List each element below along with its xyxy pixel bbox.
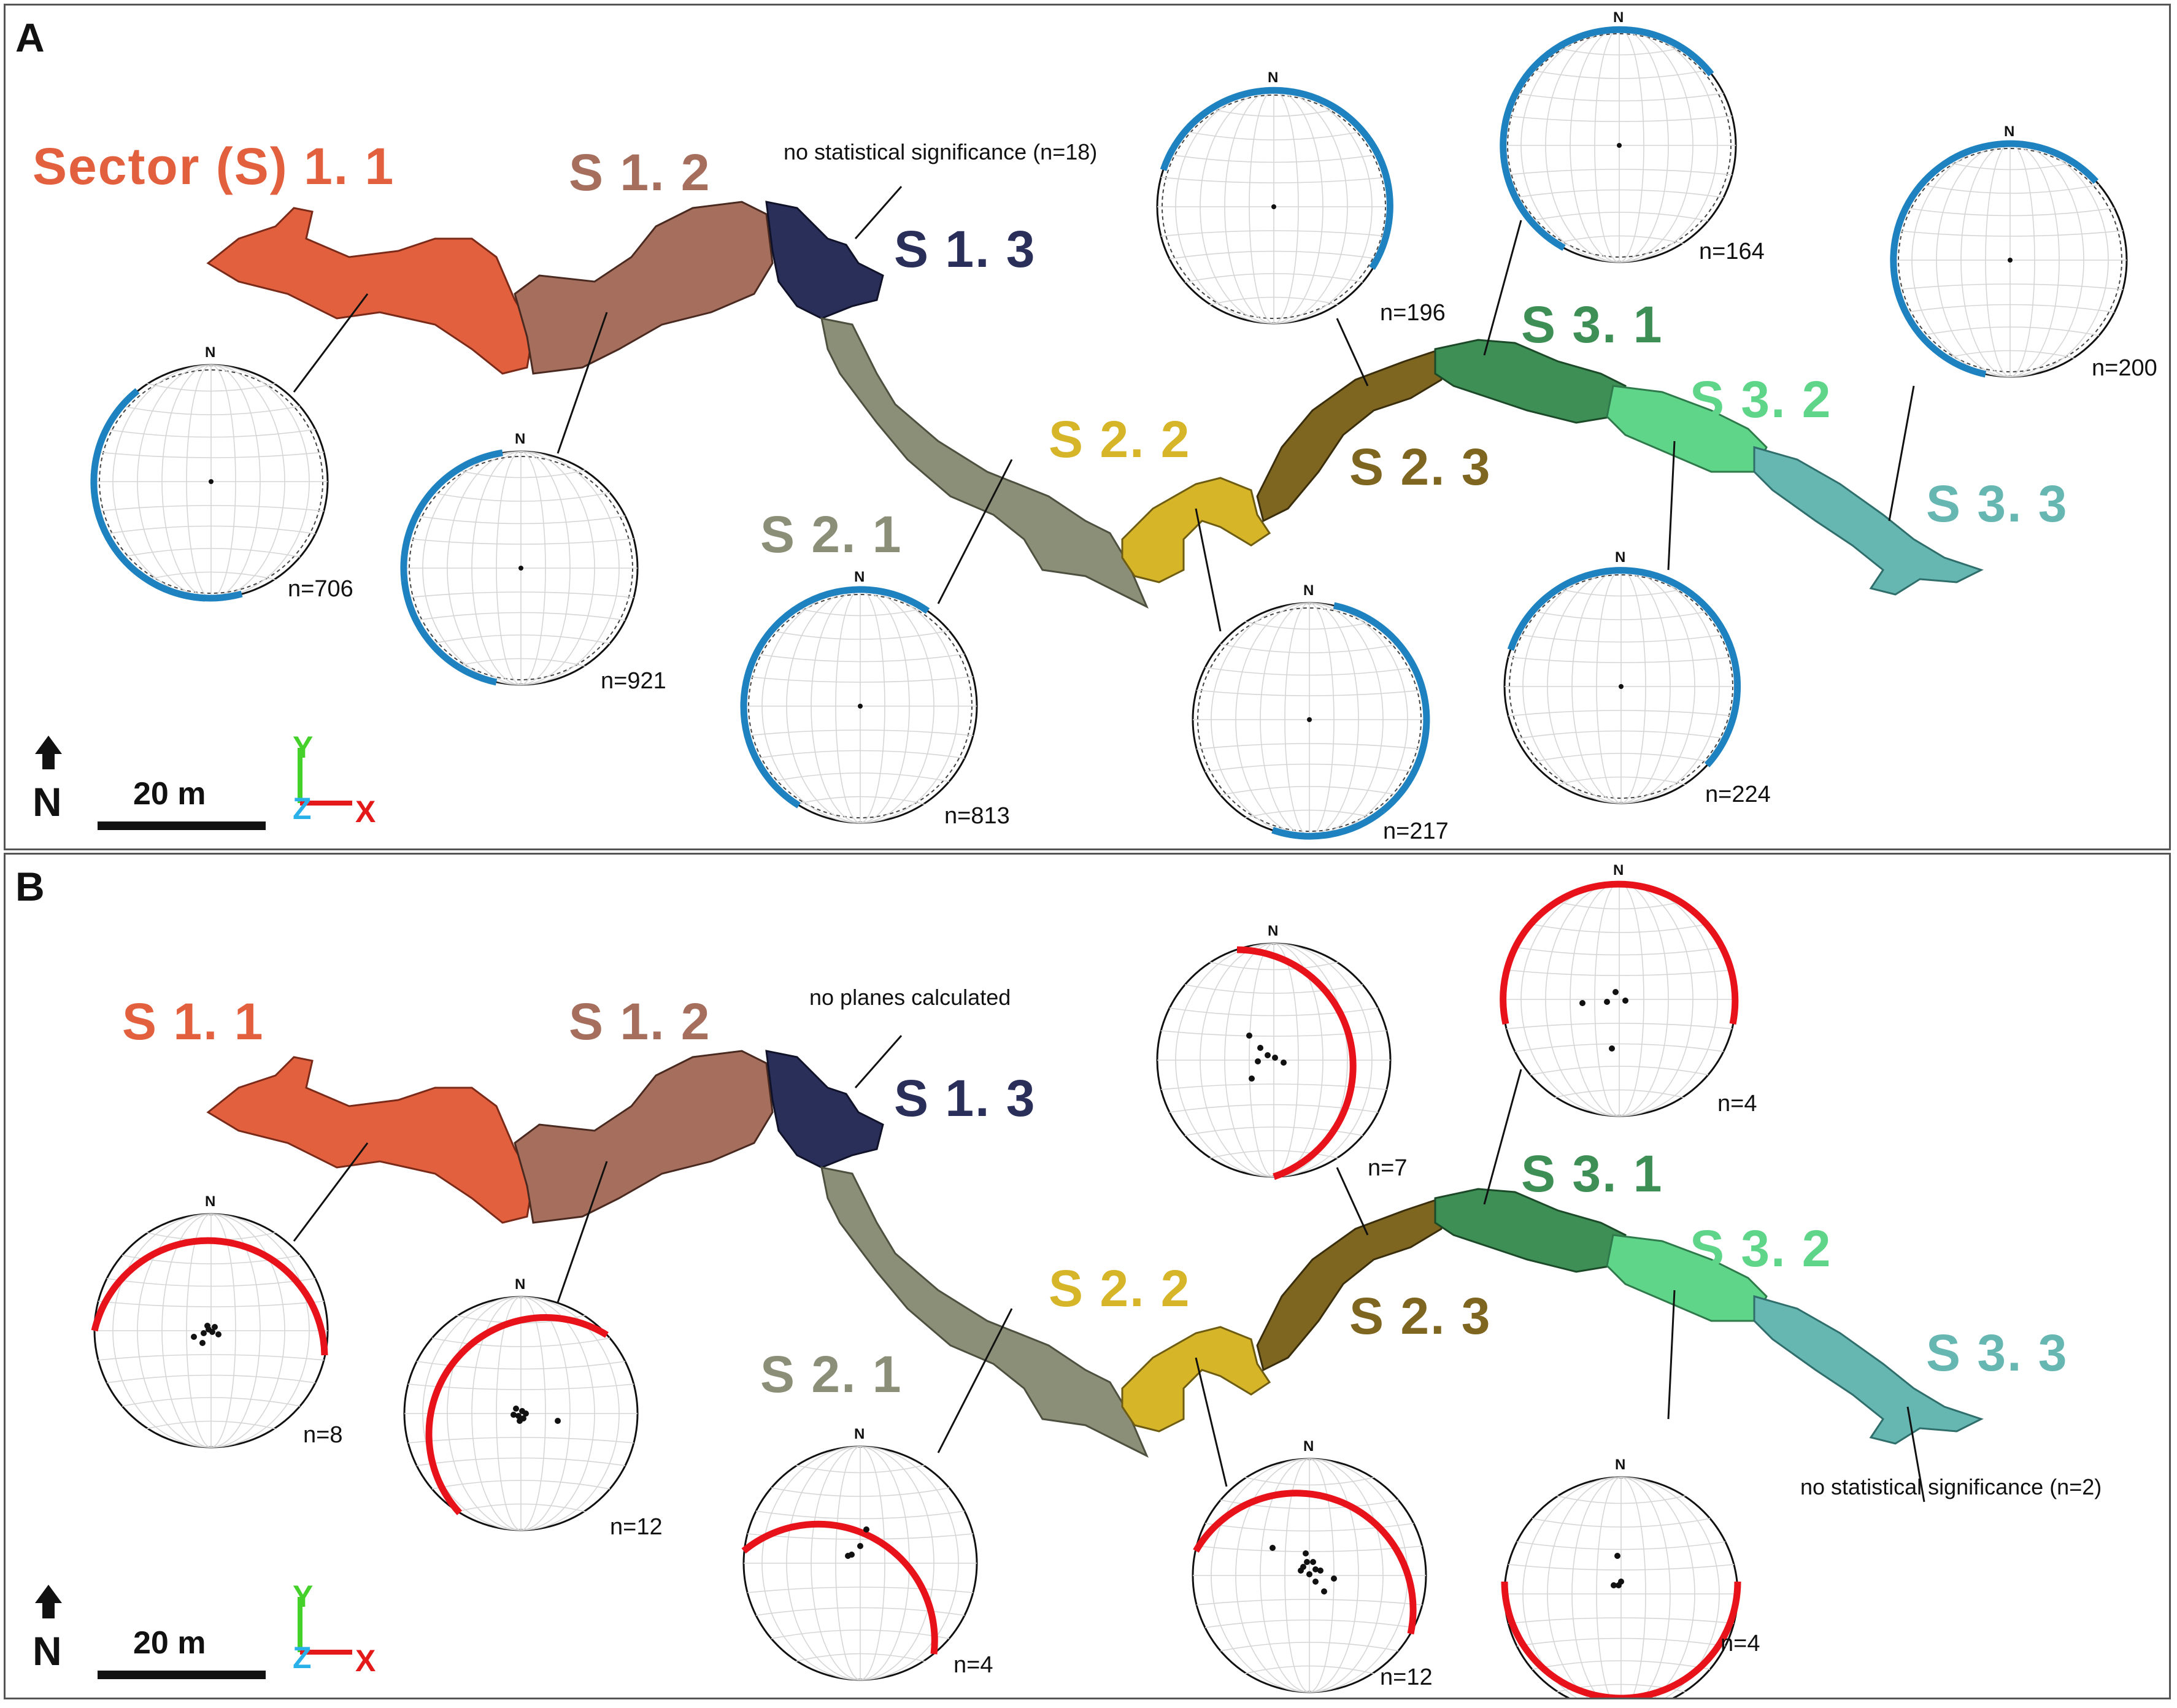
sector-label-s22: S 2. 2 [1049,410,1191,468]
axis-z-label: Z [293,1641,312,1675]
sector-label-s21: S 2. 1 [760,1345,903,1403]
sector-label-s22: S 2. 2 [1049,1260,1191,1317]
cave-segment-s11 [206,207,534,375]
sector-label-s13: S 1. 3 [894,220,1036,278]
north-mark: N [1613,9,1624,26]
sector-label-s31: S 3. 1 [1521,296,1663,353]
panel-a: A [4,4,2171,850]
panel-letter: B [15,864,45,909]
cave-segment-s33 [1753,446,1984,596]
axis-y-label: Y [293,1579,314,1614]
legend-a [35,736,352,830]
scale-bar [98,821,266,830]
north-mark: N [1303,582,1314,599]
sector-label-s11: S 1. 1 [122,993,264,1050]
north-mark: N [1613,862,1624,879]
cave-segment-s12 [514,201,774,375]
axis-x-label: X [355,794,376,829]
sector-label-s32: S 3. 2 [1690,1220,1832,1277]
north-mark: N [1303,1438,1314,1455]
panel-b: B [4,853,2171,1699]
panel-letter: A [15,15,45,60]
cave-map-b [91,880,1984,1698]
north-arrow-icon [35,1585,62,1618]
north-mark: N [2004,123,2015,140]
n-count: n=224 [1705,782,1771,807]
leader-lines [293,186,1915,632]
sector-label-s21: S 2. 1 [760,506,903,563]
cave-segment-s22 [1121,1326,1271,1433]
cave-segment-s23 [1256,1196,1443,1372]
north-mark: N [854,569,865,585]
n-count: n=200 [2092,355,2157,381]
sector-label-s23: S 2. 3 [1349,438,1492,496]
scale-label: 20 m [133,1625,206,1661]
cave-segment-s21 [820,1166,1149,1458]
n-count: n=921 [601,668,666,694]
north-label: N [33,779,62,825]
north-mark: N [1615,1456,1626,1473]
n-count: n=217 [1383,818,1449,844]
stereonets-a [90,26,2128,840]
cave-segment-s21 [820,317,1149,609]
north-mark: N [854,1426,865,1442]
scale-bar [98,1671,266,1679]
axis-x-label: X [355,1644,376,1678]
north-mark: N [515,431,526,447]
n-count: n=4 [1720,1631,1760,1656]
n-count: n=813 [944,803,1010,829]
leader-lines [293,1035,1925,1502]
sector-label-s11: Sector (S) 1. 1 [33,137,395,195]
stereonets-b [91,880,1741,1698]
note-no-planes: no planes calculated [809,985,1011,1010]
north-label: N [33,1628,62,1674]
sector-label-s32: S 3. 2 [1690,371,1832,428]
cave-segment-s11 [206,1056,534,1224]
north-mark: N [205,344,216,361]
n-count: n=4 [954,1652,993,1678]
cave-map-a [90,26,2128,840]
north-mark: N [515,1276,526,1293]
cave-segment-s23 [1256,347,1443,523]
n-count: n=7 [1368,1155,1408,1181]
sector-label-s33: S 3. 3 [1926,475,2068,533]
scale-label: 20 m [133,776,206,812]
cave-segment-s13 [765,1050,884,1169]
axis-z-label: Z [293,791,312,826]
sector-label-s31: S 3. 1 [1521,1145,1663,1202]
axis-y-label: Y [293,730,314,764]
north-mark: N [1268,69,1279,86]
note-no-significance: no statistical significance (n=18) [784,139,1098,164]
sector-label-s12: S 1. 2 [569,144,711,201]
north-mark: N [205,1193,216,1210]
cave-segment-s33 [1753,1295,1984,1445]
north-arrow-icon [35,736,62,769]
n-count: n=8 [303,1422,343,1448]
cave-segment-s12 [514,1050,774,1224]
n-count: n=12 [610,1514,663,1540]
sector-label-s12: S 1. 2 [569,993,711,1050]
cave-segment-s13 [765,201,884,320]
n-count: n=4 [1717,1091,1757,1117]
north-mark: N [1268,923,1279,939]
n-count: n=706 [288,576,353,602]
cave-segment-s22 [1121,477,1271,583]
n-count: n=164 [1699,239,1765,264]
n-count: n=196 [1380,300,1446,326]
sector-label-s23: S 2. 3 [1349,1287,1492,1345]
north-mark: N [1615,549,1626,566]
sector-label-s33: S 3. 3 [1926,1324,2068,1382]
note-no-significance: no statistical significance (n=2) [1800,1474,2102,1499]
sector-label-s13: S 1. 3 [894,1069,1036,1127]
n-count: n=12 [1380,1664,1433,1690]
legend-b [35,1585,352,1679]
